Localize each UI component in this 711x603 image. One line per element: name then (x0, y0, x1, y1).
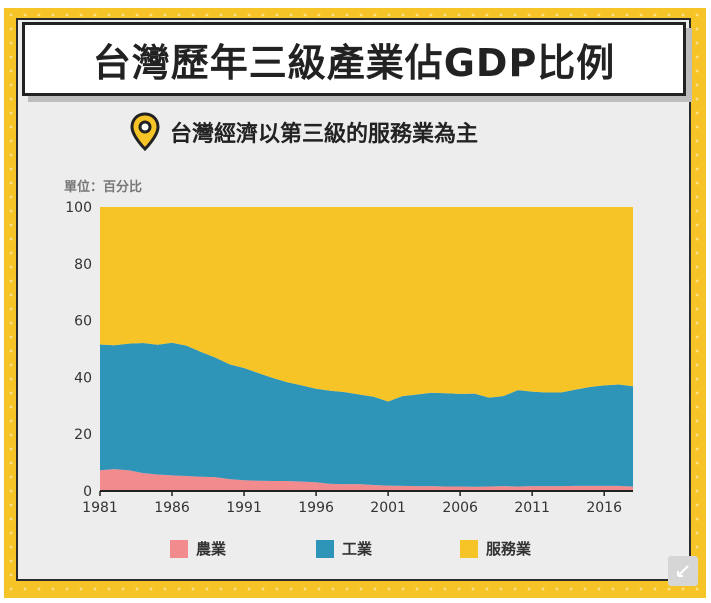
y-tick-label: 0 (83, 484, 92, 500)
legend-item-services: 服務業 (460, 538, 531, 559)
x-tick-label: 2016 (586, 500, 622, 516)
expand-icon (677, 565, 689, 577)
x-tick-label: 2011 (514, 500, 550, 516)
x-tick-label: 1991 (226, 500, 262, 516)
area-series-2 (100, 207, 633, 402)
legend: 農業 工業 服務業 (0, 538, 711, 562)
legend-item-industry: 工業 (316, 538, 372, 559)
legend-item-agriculture: 農業 (170, 538, 226, 559)
chart-subtitle: 台灣經濟以第三級的服務業為主 (170, 122, 479, 147)
legend-label-industry: 工業 (342, 540, 373, 558)
subtitle-row: 台灣經濟以第三級的服務業為主 (130, 112, 478, 152)
x-tick-label: 1996 (298, 500, 334, 516)
legend-swatch-services (460, 539, 478, 558)
unit-label: 單位：百分比 (64, 180, 143, 195)
y-tick-label: 80 (74, 257, 92, 273)
area-series-0 (100, 469, 633, 491)
expand-button[interactable] (668, 556, 698, 586)
y-tick-label: 100 (65, 200, 92, 216)
y-tick-label: 40 (74, 370, 92, 386)
x-tick-label: 1981 (82, 500, 118, 516)
x-tick-label: 2001 (370, 500, 406, 516)
legend-label-agriculture: 農業 (196, 540, 227, 558)
map-pin-icon (130, 112, 160, 152)
x-tick-label: 1986 (154, 500, 190, 516)
y-tick-label: 20 (74, 427, 92, 443)
y-tick-label: 60 (74, 314, 92, 330)
x-tick-label: 2006 (442, 500, 478, 516)
title-banner: 台灣歷年三級產業佔GDP比例 (22, 22, 686, 96)
page-title: 台灣歷年三級產業佔GDP比例 (92, 40, 616, 85)
legend-label-services: 服務業 (486, 540, 532, 558)
legend-swatch-agriculture (170, 539, 188, 558)
area-series-1 (100, 342, 633, 487)
legend-swatch-industry (316, 539, 334, 558)
